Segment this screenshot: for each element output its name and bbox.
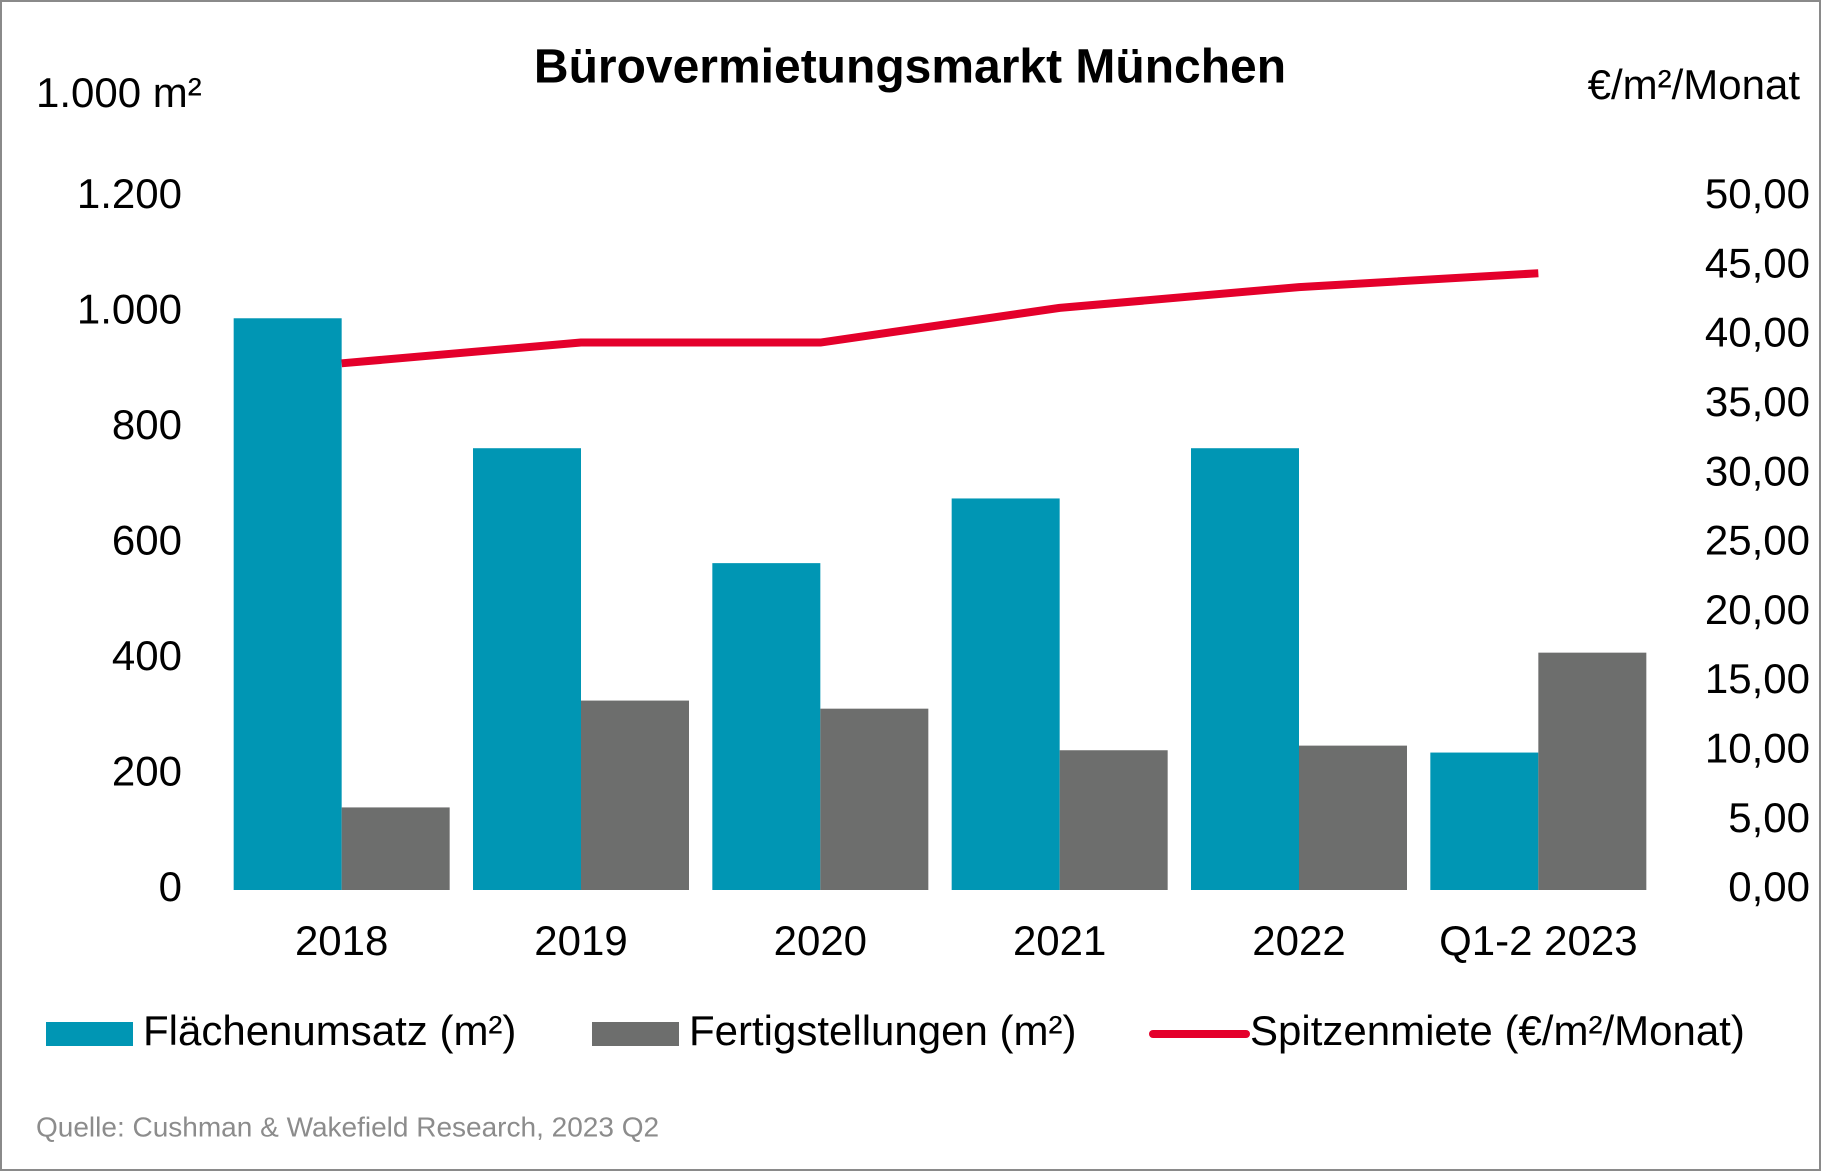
bar <box>820 708 929 890</box>
y2-tick-label: 25,00 <box>1705 517 1810 564</box>
y-tick-label: 0 <box>159 863 182 910</box>
line <box>341 269 1539 368</box>
y-axis-label: 1.000 m² <box>36 69 202 116</box>
y2-axis-label: €/m²/Monat <box>1588 61 1801 108</box>
y2-tick-label: 50,00 <box>1705 170 1810 217</box>
y2-tick-label: 35,00 <box>1705 378 1810 425</box>
legend-swatch <box>46 1022 133 1046</box>
bar <box>1059 750 1168 890</box>
bar <box>1430 752 1539 890</box>
y-tick-label: 200 <box>112 748 182 795</box>
bar <box>581 700 689 890</box>
bar <box>951 498 1060 890</box>
y2-tick-label: 45,00 <box>1705 239 1810 286</box>
y-tick-label: 600 <box>112 517 182 564</box>
x-tick-label: 2022 <box>1252 917 1345 964</box>
x-tick-label: 2019 <box>534 917 627 964</box>
y2-tick-label: 20,00 <box>1705 586 1810 633</box>
bar <box>341 807 450 890</box>
y2-tick-label: 30,00 <box>1705 447 1810 494</box>
legend-swatch <box>592 1022 679 1046</box>
legend-label: Flächenumsatz (m²) <box>143 1007 516 1054</box>
legend-label: Fertigstellungen (m²) <box>689 1007 1076 1054</box>
legend-label: Spitzenmiete (€/m²/Monat) <box>1250 1007 1745 1054</box>
y-tick-label: 800 <box>112 401 182 448</box>
y2-tick-label: 0,00 <box>1728 863 1810 910</box>
x-tick-label: 2021 <box>1013 917 1106 964</box>
bar <box>712 563 821 890</box>
y2-tick-label: 10,00 <box>1705 724 1810 771</box>
y2-tick-label: 40,00 <box>1705 309 1810 356</box>
bar <box>233 318 342 890</box>
y2-tick-label: 15,00 <box>1705 655 1810 702</box>
bar <box>1538 652 1647 890</box>
x-tick-label: 2020 <box>774 917 867 964</box>
source-note: Quelle: Cushman & Wakefield Research, 20… <box>36 1111 659 1142</box>
x-tick-label: 2018 <box>295 917 388 964</box>
x-tick-label: Q1-2 2023 <box>1439 917 1637 964</box>
y-tick-label: 400 <box>112 632 182 679</box>
y2-tick-label: 5,00 <box>1728 794 1810 841</box>
chart-title: Bürovermietungsmarkt München <box>534 41 1286 94</box>
y-tick-label: 1.000 <box>77 286 182 333</box>
bar <box>1191 448 1299 890</box>
y-tick-label: 1.200 <box>77 170 182 217</box>
bar <box>1299 745 1407 890</box>
bar <box>473 448 581 890</box>
